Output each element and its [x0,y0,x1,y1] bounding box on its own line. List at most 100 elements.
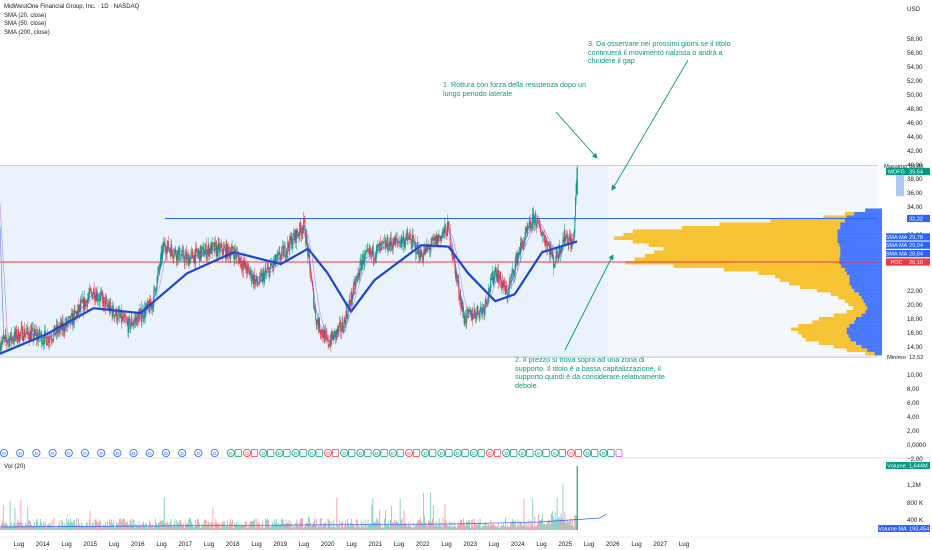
sma-50-legend[interactable]: SMA (50, close) [4,21,47,27]
candle-body [561,246,563,253]
candle-body [115,309,117,316]
volume-bar [406,526,408,530]
candle-body [384,240,385,242]
candle-body [224,247,226,259]
candle-body [116,309,118,321]
volume-bar [233,527,234,530]
volume-bar [279,524,281,530]
candle-body [193,258,195,263]
sma-200-legend[interactable]: SMA (200, close) [4,29,50,36]
price-scale-label: 42,00 [907,148,923,155]
candle-body [169,250,171,257]
sma-20-legend[interactable]: SMA (20, close) [4,12,47,19]
price-scale-label: 46,00 [907,120,923,127]
earnings-marker [396,449,404,457]
candle-body [415,253,417,255]
dividend-marker [48,448,57,457]
vp-bar-up [614,236,838,240]
poc-tag-value-bg [907,258,930,266]
volume-bar [178,523,180,530]
candle-body [5,334,7,340]
volume-bar [352,524,354,530]
volume-bar [149,520,150,530]
volume-bar [214,522,216,530]
volume-bar [327,518,329,530]
candle-body [148,301,149,306]
candle-body [434,236,436,240]
candle-body [436,234,438,245]
volume-bar [391,522,393,530]
candle-body [262,272,264,274]
volume-bar [61,519,63,530]
candle-body [123,314,125,317]
candle-body [78,305,80,312]
candle-body [129,318,131,330]
earnings-marker [283,449,291,457]
candle-body [329,345,330,346]
candle-body [448,221,450,229]
candle-body [514,274,515,276]
candle-body [354,282,356,290]
candle-body [452,254,454,259]
volume-bar [499,527,500,530]
volume-bar [241,525,243,530]
candle-body [35,332,37,334]
candle-body [167,241,169,247]
candle-body [382,240,384,243]
volume-bar [390,505,392,530]
symbol-title[interactable]: MidWestOne Financial Group, Inc. · 1D · … [4,4,140,10]
volume-title: Vol (20) [4,463,25,470]
time-scale-label: 2021 [368,541,382,548]
dividend-marker [567,448,576,457]
time-scale[interactable]: Lug 2014 Lug 2015 Lug 2016 Lug 2017 Lug 2018 Lug 20… [0,536,932,548]
time-scale-label: Lug [61,541,72,548]
candle-body [199,245,201,262]
candle-body [85,300,87,302]
volume-bar [367,519,369,530]
chart-legend[interactable]: MidWestOne Financial Group, Inc. · 1D · … [4,3,139,37]
candle-body [45,336,47,346]
vp-bar-down [861,295,882,300]
volume-bar [573,526,575,530]
price-scale-label: 0,0000 [907,442,926,449]
level-tag-value: 32,32 [909,216,923,222]
candle-body [32,327,33,329]
candle-body [545,239,547,242]
volume-bar [470,520,472,530]
candle-body [405,232,407,239]
price-scale-label: 18,00 [907,316,923,323]
volume-bar [534,517,536,530]
volume-bar [219,521,221,530]
annotation-2[interactable]: 2. Il prezzo si trova sopra ad una zona … [515,355,665,390]
earnings-marker [607,449,615,457]
candle-body [162,242,164,249]
candle-body [346,316,348,318]
volume-bar [456,527,458,530]
candle-body [0,347,2,351]
annotation-3[interactable]: 3. Da osservare nei prossimi giorni se i… [588,39,731,65]
volume-bar [171,525,173,530]
volume-bar [568,522,570,530]
candle-body [184,255,186,263]
candle-body [523,242,525,249]
volume-bar [206,525,208,530]
candle-body [217,245,218,257]
time-scale-label: 2015 [83,541,97,548]
candle-body [348,299,350,306]
volume-bar [471,519,473,530]
volume-bar [357,525,359,530]
candle-body [181,249,183,256]
dividend-marker [242,448,251,457]
candle-body [277,254,279,255]
candle-body [256,276,258,281]
volume-bar [523,499,525,530]
volume-bar [446,524,448,530]
vp-bar-down [837,229,882,233]
candle-body [4,336,6,339]
candle-body [304,219,306,237]
candle-body [105,299,107,300]
vp-bar-up [634,257,840,261]
candle-body [427,246,429,251]
annotation-1[interactable]: 1. Rottura con forza della resistenza do… [443,80,587,98]
